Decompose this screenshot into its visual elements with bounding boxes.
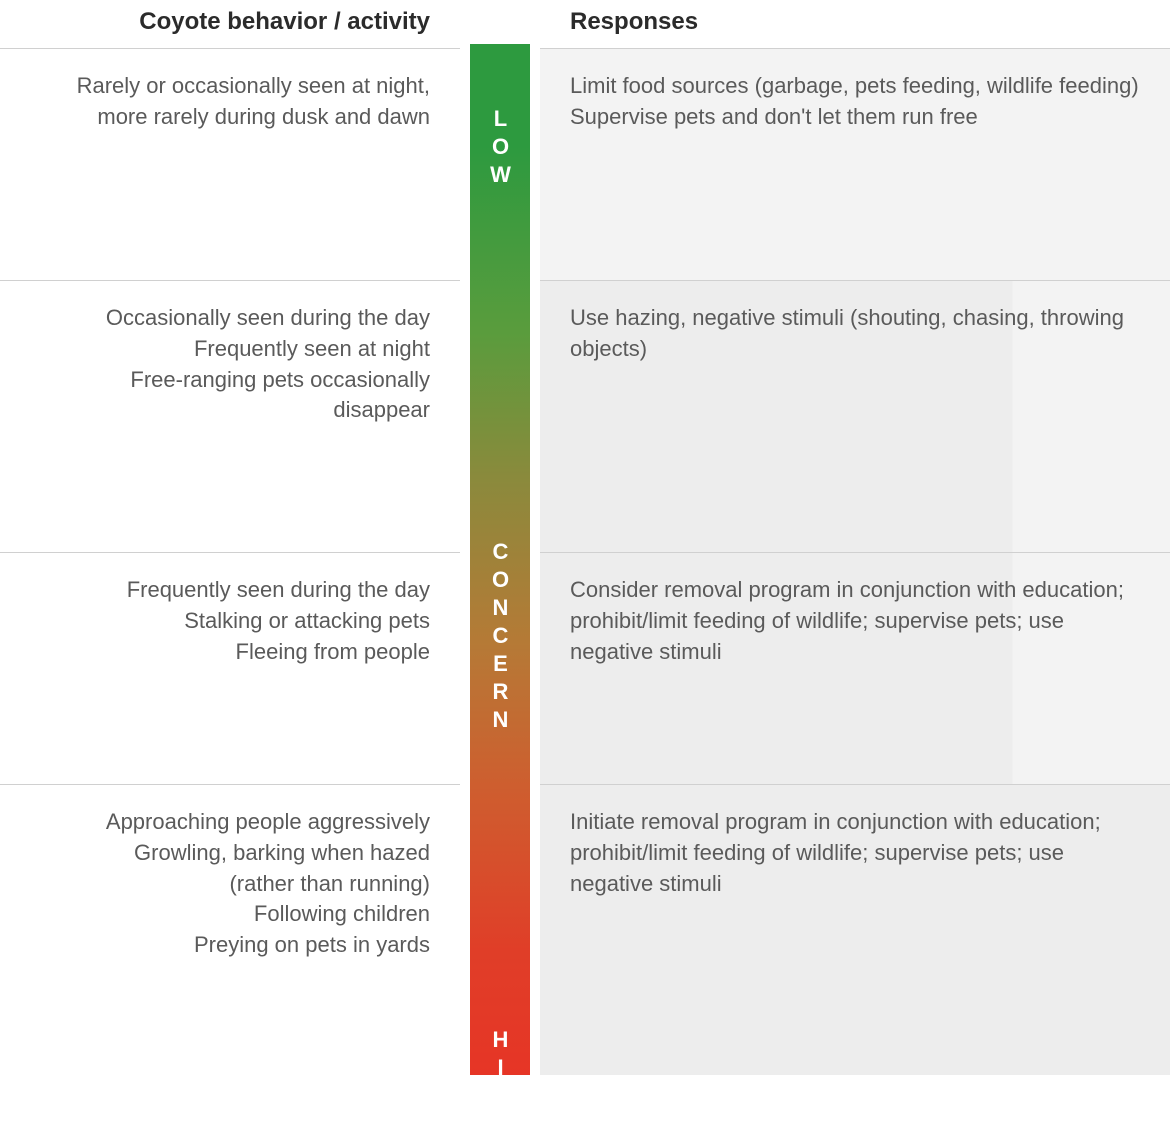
severity-gradient-column: LOW CONCERN HIGH [460,0,540,1075]
behavior-row-0: Rarely or occasionally seen at night, mo… [0,49,460,281]
severity-label-low: LOW [487,106,513,190]
severity-label-high: HIGH [487,1027,513,1139]
behavior-row-2: Frequently seen during the dayStalking o… [0,553,460,785]
behavior-row-3: Approaching people aggressivelyGrowling,… [0,785,460,1075]
severity-gradient-bar: LOW CONCERN HIGH [470,44,530,1075]
response-column: Responses Limit food sources (garbage, p… [540,0,1170,1075]
response-row-3: Initiate removal program in conjunction … [540,785,1170,1075]
behavior-column: Coyote behavior / activity Rarely or occ… [0,0,460,1075]
behavior-header: Coyote behavior / activity [0,0,460,49]
response-row-1: Use hazing, negative stimuli (shouting, … [540,281,1170,553]
threat-response-table: Coyote behavior / activity Rarely or occ… [0,0,1170,1075]
severity-label-concern: CONCERN [487,539,513,735]
response-row-2: Consider removal program in conjunction … [540,553,1170,785]
behavior-row-1: Occasionally seen during the dayFrequent… [0,281,460,553]
response-row-0: Limit food sources (garbage, pets feedin… [540,49,1170,281]
response-header: Responses [540,0,1170,49]
